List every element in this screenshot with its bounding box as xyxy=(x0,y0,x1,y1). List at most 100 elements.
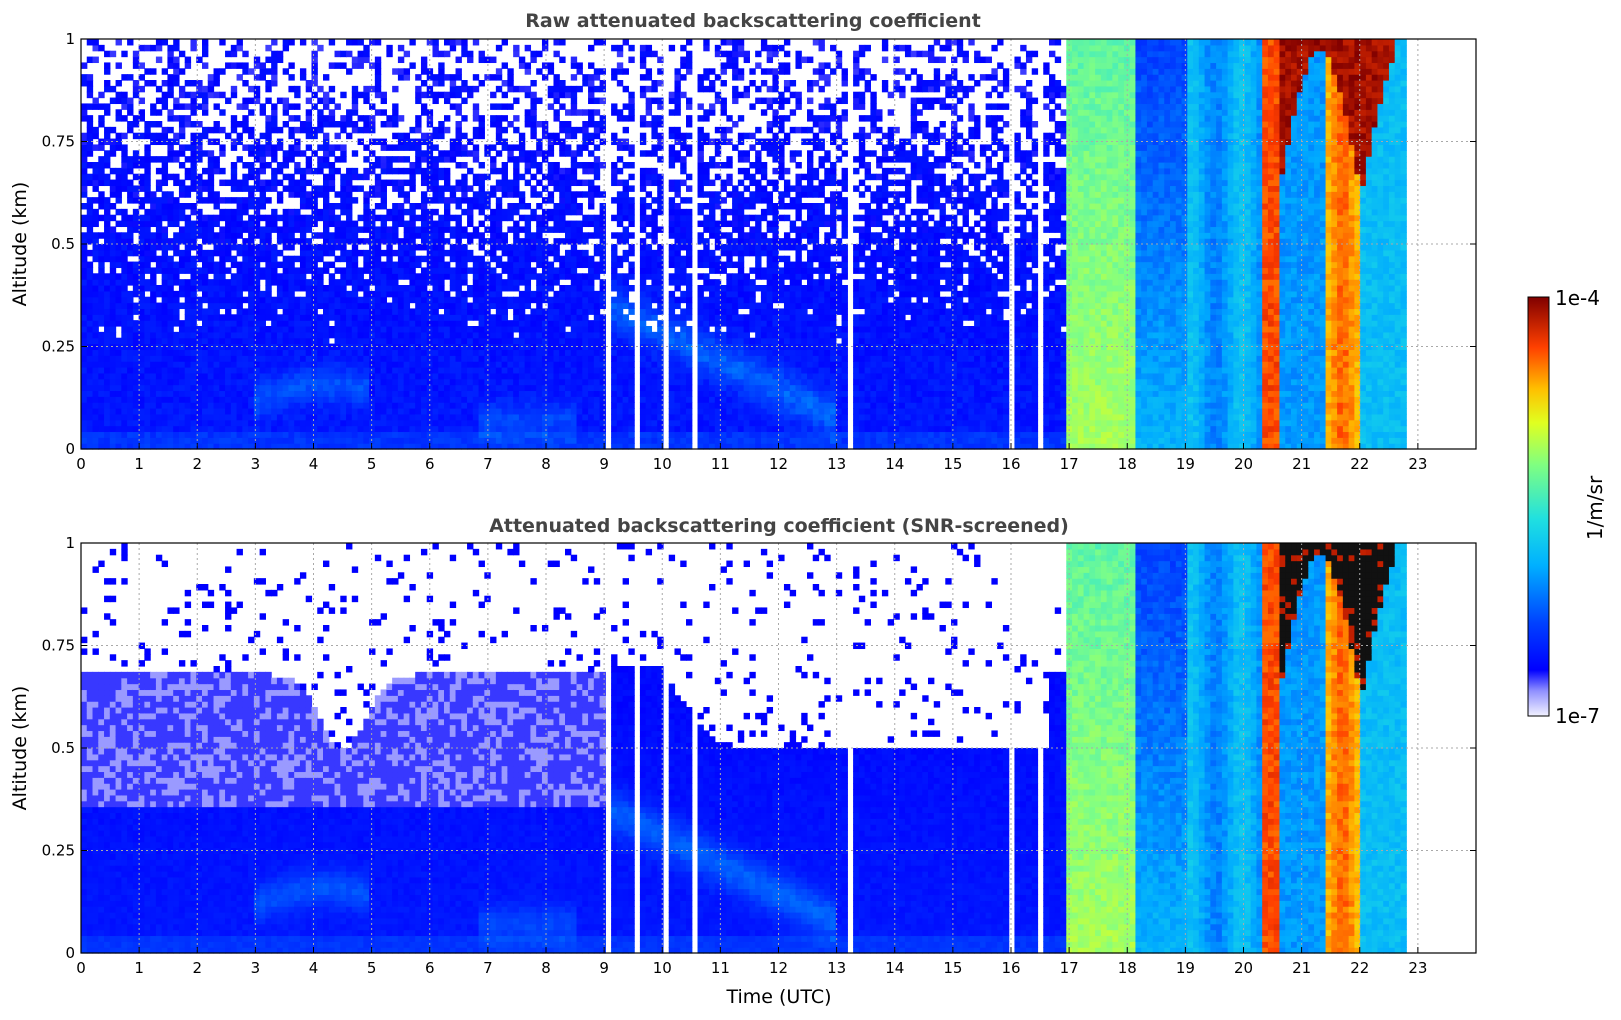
heatmap-cell xyxy=(450,437,456,443)
heatmap-cell xyxy=(398,361,404,367)
heatmap-cell xyxy=(311,209,317,215)
heatmap-cell xyxy=(409,408,415,414)
heatmap-cell xyxy=(623,373,629,379)
heatmap-cell xyxy=(98,244,104,250)
heatmap-cell xyxy=(283,238,289,244)
heatmap-cell xyxy=(93,303,99,309)
heatmap-cell xyxy=(288,320,294,326)
heatmap-cell xyxy=(283,420,289,426)
heatmap-cell xyxy=(553,303,559,309)
heatmap-cell xyxy=(479,115,485,121)
heatmap-cell xyxy=(202,197,208,203)
heatmap-cell xyxy=(490,209,496,215)
heatmap-cell xyxy=(398,291,404,297)
heatmap-cell xyxy=(179,303,185,309)
heatmap-cell xyxy=(525,420,531,426)
heatmap-cell xyxy=(559,86,565,92)
heatmap-cell xyxy=(363,379,369,385)
heatmap-cell xyxy=(231,185,237,191)
heatmap-cell xyxy=(156,379,162,385)
heatmap-cell xyxy=(571,256,577,262)
heatmap-cell xyxy=(144,262,150,268)
heatmap-cell xyxy=(432,209,438,215)
heatmap-cell xyxy=(271,127,277,133)
heatmap-cell xyxy=(386,390,392,396)
heatmap-cell xyxy=(98,45,104,51)
heatmap-cell xyxy=(271,303,277,309)
heatmap-cell xyxy=(306,338,312,344)
heatmap-cell xyxy=(404,74,410,80)
heatmap-cell xyxy=(398,385,404,391)
heatmap-cell xyxy=(190,426,196,432)
heatmap-cell xyxy=(565,185,571,191)
heatmap-cell xyxy=(231,256,237,262)
heatmap-cell xyxy=(456,197,462,203)
heatmap-cell xyxy=(640,373,646,379)
heatmap-cell xyxy=(185,191,191,197)
heatmap-cell xyxy=(306,115,312,121)
heatmap-cell xyxy=(300,408,306,414)
heatmap-cell xyxy=(588,355,594,361)
heatmap-cell xyxy=(311,133,317,139)
heatmap-cell xyxy=(386,320,392,326)
heatmap-cell xyxy=(265,402,271,408)
heatmap-cell xyxy=(409,379,415,385)
heatmap-cell xyxy=(335,297,341,303)
heatmap-cell xyxy=(242,385,248,391)
heatmap-cell xyxy=(398,355,404,361)
heatmap-cell xyxy=(617,80,623,86)
heatmap-cell xyxy=(306,279,312,285)
heatmap-cell xyxy=(150,355,156,361)
heatmap-cell xyxy=(323,221,329,227)
heatmap-cell xyxy=(311,127,317,133)
heatmap-cell xyxy=(409,426,415,432)
heatmap-cell xyxy=(98,215,104,221)
heatmap-cell xyxy=(450,373,456,379)
heatmap-cell xyxy=(288,396,294,402)
heatmap-cell xyxy=(502,215,508,221)
heatmap-cell xyxy=(427,168,433,174)
heatmap-cell xyxy=(277,355,283,361)
heatmap-cell xyxy=(214,221,220,227)
heatmap-cell xyxy=(600,426,606,432)
heatmap-cell xyxy=(294,226,300,232)
heatmap-cell xyxy=(381,396,387,402)
heatmap-cell xyxy=(519,314,525,320)
heatmap-cell xyxy=(156,86,162,92)
heatmap-cell xyxy=(173,232,179,238)
heatmap-cell xyxy=(358,349,364,355)
heatmap-cell xyxy=(404,367,410,373)
heatmap-cell xyxy=(553,437,559,443)
heatmap-cell xyxy=(104,156,110,162)
heatmap-cell xyxy=(116,244,122,250)
heatmap-cell xyxy=(288,367,294,373)
heatmap-cell xyxy=(346,191,352,197)
heatmap-cell xyxy=(335,367,341,373)
heatmap-cell xyxy=(127,326,133,332)
heatmap-cell xyxy=(461,262,467,268)
heatmap-cell xyxy=(311,308,317,314)
heatmap-cell xyxy=(311,273,317,279)
heatmap-cell xyxy=(300,232,306,238)
heatmap-cell xyxy=(548,420,554,426)
heatmap-cell xyxy=(582,74,588,80)
heatmap-cell xyxy=(571,267,577,273)
heatmap-cell xyxy=(300,338,306,344)
heatmap-cell xyxy=(450,80,456,86)
heatmap-cell xyxy=(450,426,456,432)
heatmap-cell xyxy=(254,367,260,373)
heatmap-cell xyxy=(415,121,421,127)
heatmap-cell xyxy=(553,426,559,432)
heatmap-cell xyxy=(490,162,496,168)
heatmap-cell xyxy=(87,320,93,326)
heatmap-cell xyxy=(271,221,277,227)
heatmap-cell xyxy=(144,162,150,168)
heatmap-cell xyxy=(300,402,306,408)
heatmap-cell xyxy=(513,250,519,256)
heatmap-cell xyxy=(237,420,243,426)
heatmap-cell xyxy=(456,385,462,391)
heatmap-cell xyxy=(208,221,214,227)
heatmap-cell xyxy=(167,420,173,426)
heatmap-cell xyxy=(294,297,300,303)
heatmap-cell xyxy=(340,127,346,133)
